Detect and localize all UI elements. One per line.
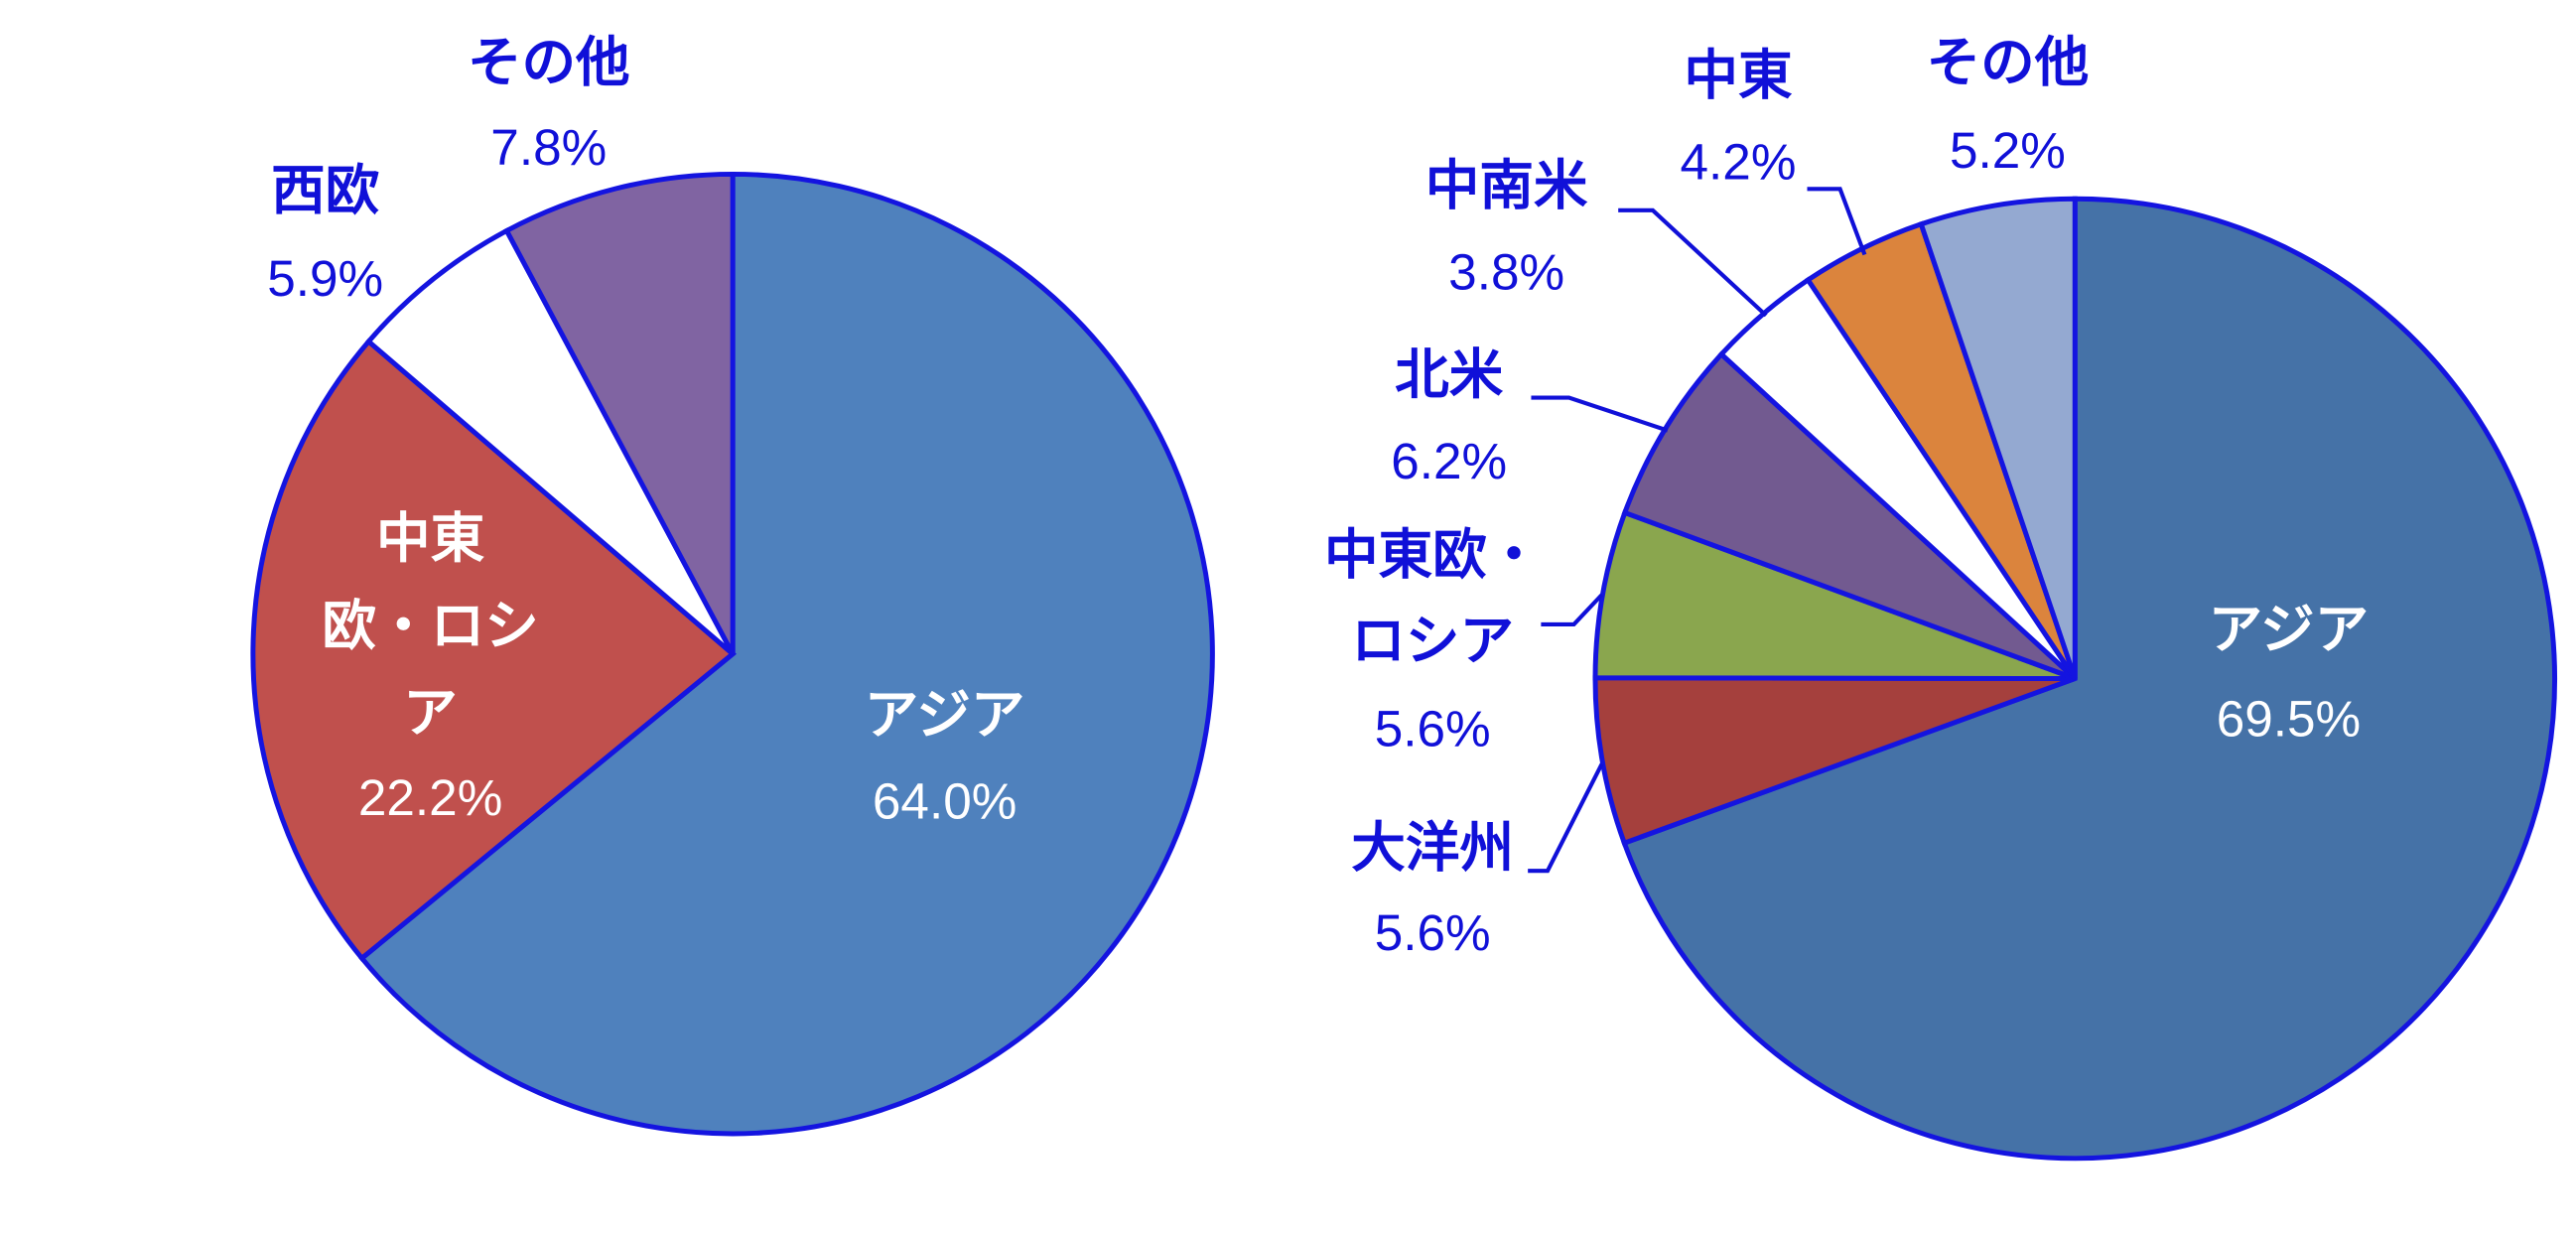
value-label: 5.2% xyxy=(1950,122,2066,179)
label-line: ロシア xyxy=(1351,609,1514,672)
slice-label: 西欧 xyxy=(271,158,379,221)
pie-slice xyxy=(250,338,737,962)
value-label: 5.6% xyxy=(1375,701,1491,757)
value-label: 7.8% xyxy=(490,119,607,176)
pie-slice xyxy=(1592,509,2077,681)
label-line: ア xyxy=(403,681,458,745)
pie-slice xyxy=(1621,196,2557,1162)
slice-label: 北米 xyxy=(1395,343,1504,406)
value-label: 5.6% xyxy=(1375,904,1491,961)
slice-label: その他 xyxy=(468,30,630,93)
slice-label: 中東欧・ロシア xyxy=(1324,523,1541,672)
pie-slice xyxy=(1918,196,2078,680)
leader-line xyxy=(1807,187,1867,256)
value-label: 6.2% xyxy=(1391,433,1507,489)
slice-label: 中南米 xyxy=(1425,153,1588,216)
slice-label: その他 xyxy=(1926,30,2089,93)
label-line: 欧・ロシ xyxy=(322,594,538,657)
value-label: 5.9% xyxy=(267,250,383,307)
value-label: 22.2% xyxy=(358,769,502,826)
slice-label: 大洋州 xyxy=(1351,815,1514,879)
pie-slice xyxy=(503,171,736,655)
slice-label: アジア xyxy=(865,682,1025,746)
leader-line xyxy=(1541,593,1604,626)
label-line: 中東欧・ xyxy=(1324,523,1541,587)
slice-label: 中東欧・ロシア xyxy=(322,506,538,744)
leader-line xyxy=(1618,207,1768,318)
pie-slice xyxy=(1592,675,2077,847)
value-label: 69.5% xyxy=(2217,691,2361,748)
value-label: 4.2% xyxy=(1681,134,1797,191)
pie-slice xyxy=(364,227,736,656)
slice-label: アジア xyxy=(2209,597,2370,660)
value-label: 3.8% xyxy=(1448,244,1564,301)
leader-line xyxy=(1531,395,1669,433)
slice-label: 中東 xyxy=(1684,44,1793,107)
pie-slice xyxy=(358,171,1215,1137)
label-line: 中東 xyxy=(376,506,485,570)
value-label: 64.0% xyxy=(873,772,1017,829)
leader-line xyxy=(1528,762,1604,874)
